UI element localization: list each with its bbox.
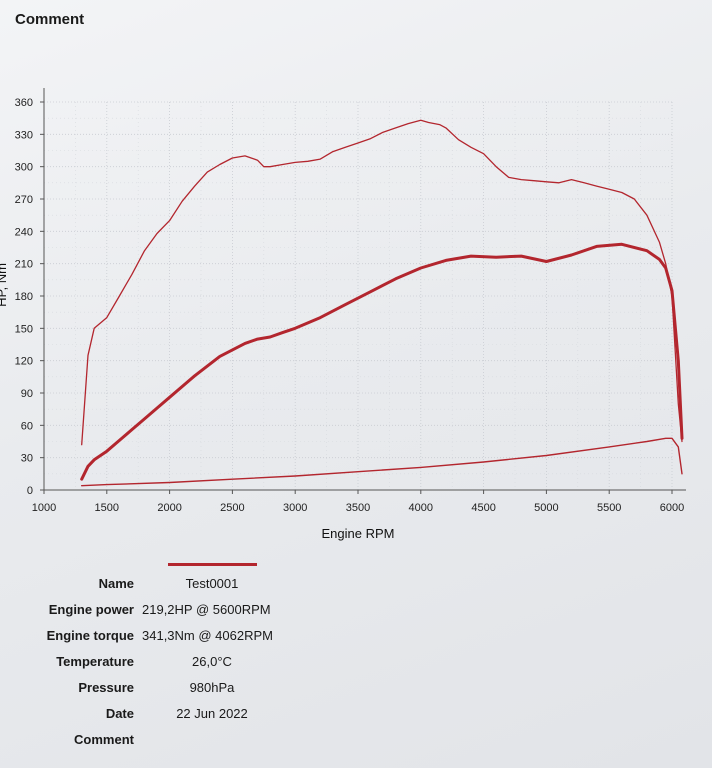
info-value-temperature: 26,0°C [192,653,232,669]
series-line-3 [80,437,683,487]
x-tick-label: 6000 [660,502,684,514]
info-key-pressure: Pressure [78,679,134,695]
page-title: Comment [15,11,85,28]
info-row-engine-power: Engine power 219,2HP @ 5600RPM [40,596,282,622]
info-key-engine-torque: Engine torque [46,627,134,643]
chart-series [80,119,684,487]
y-tick-label: 180 [15,291,33,303]
series-line-2 [80,242,684,481]
y-tick-label: 0 [27,485,33,497]
info-key-comment: Comment [74,731,134,747]
chart-grid [43,101,673,491]
y-tick-label: 330 [15,129,33,141]
info-row-engine-torque: Engine torque 341,3Nm @ 4062RPM [40,622,282,648]
info-key-date: Date [105,705,134,721]
y-tick-label: 360 [15,97,33,109]
x-tick-label: 4500 [471,502,495,514]
info-value-comment [142,726,282,752]
run-info-table: Name Test0001 Engine power 219,2HP @ 560… [40,570,282,752]
info-value-date: 22 Jun 2022 [176,705,248,721]
legend-line [168,563,257,566]
y-axis-label: HP, Nm [0,263,9,307]
info-row-date: Date 22 Jun 2022 [40,700,282,726]
info-value-engine-torque: 341,3Nm @ 4062RPM [142,627,273,643]
info-key-engine-power: Engine power [48,601,134,617]
chart-axes [40,88,686,494]
series-line-1 [81,119,683,446]
y-tick-label: 150 [15,323,33,335]
x-tick-label: 3000 [283,502,307,514]
y-tick-label: 30 [21,453,33,465]
chart-tick-labels: 1000 1500 2000 2500 3000 3500 4000 4500 5000 5500… [15,97,685,514]
y-tick-label: 240 [15,226,33,238]
y-tick-label: 270 [15,194,33,206]
x-tick-label: 5500 [597,502,621,514]
y-tick-label: 60 [21,420,33,432]
x-tick-label: 1500 [95,502,119,514]
info-row-pressure: Pressure 980hPa [40,674,282,700]
x-tick-label: 2000 [157,502,181,514]
info-value-pressure: 980hPa [189,679,235,695]
info-row-comment: Comment [40,726,282,752]
x-tick-label: 3500 [346,502,370,514]
x-tick-label: 4000 [409,502,433,514]
info-key-temperature: Temperature [56,653,134,669]
y-tick-label: 120 [15,356,33,368]
info-value-engine-power: 219,2HP @ 5600RPM [142,601,271,617]
x-axis-label: Engine RPM [322,526,395,541]
y-tick-label: 90 [21,388,33,400]
x-tick-label: 5000 [534,502,558,514]
info-value-name: Test0001 [185,575,239,591]
dyno-chart: 1000 1500 2000 2500 3000 3500 4000 4500 5000 5500… [0,88,686,541]
y-tick-label: 300 [15,162,33,174]
x-tick-label: 2500 [220,502,244,514]
info-row-name: Name Test0001 [40,570,282,596]
x-tick-label: 1000 [32,502,56,514]
y-tick-label: 210 [15,259,33,271]
info-key-name: Name [98,575,134,591]
info-row-temperature: Temperature 26,0°C [40,648,282,674]
